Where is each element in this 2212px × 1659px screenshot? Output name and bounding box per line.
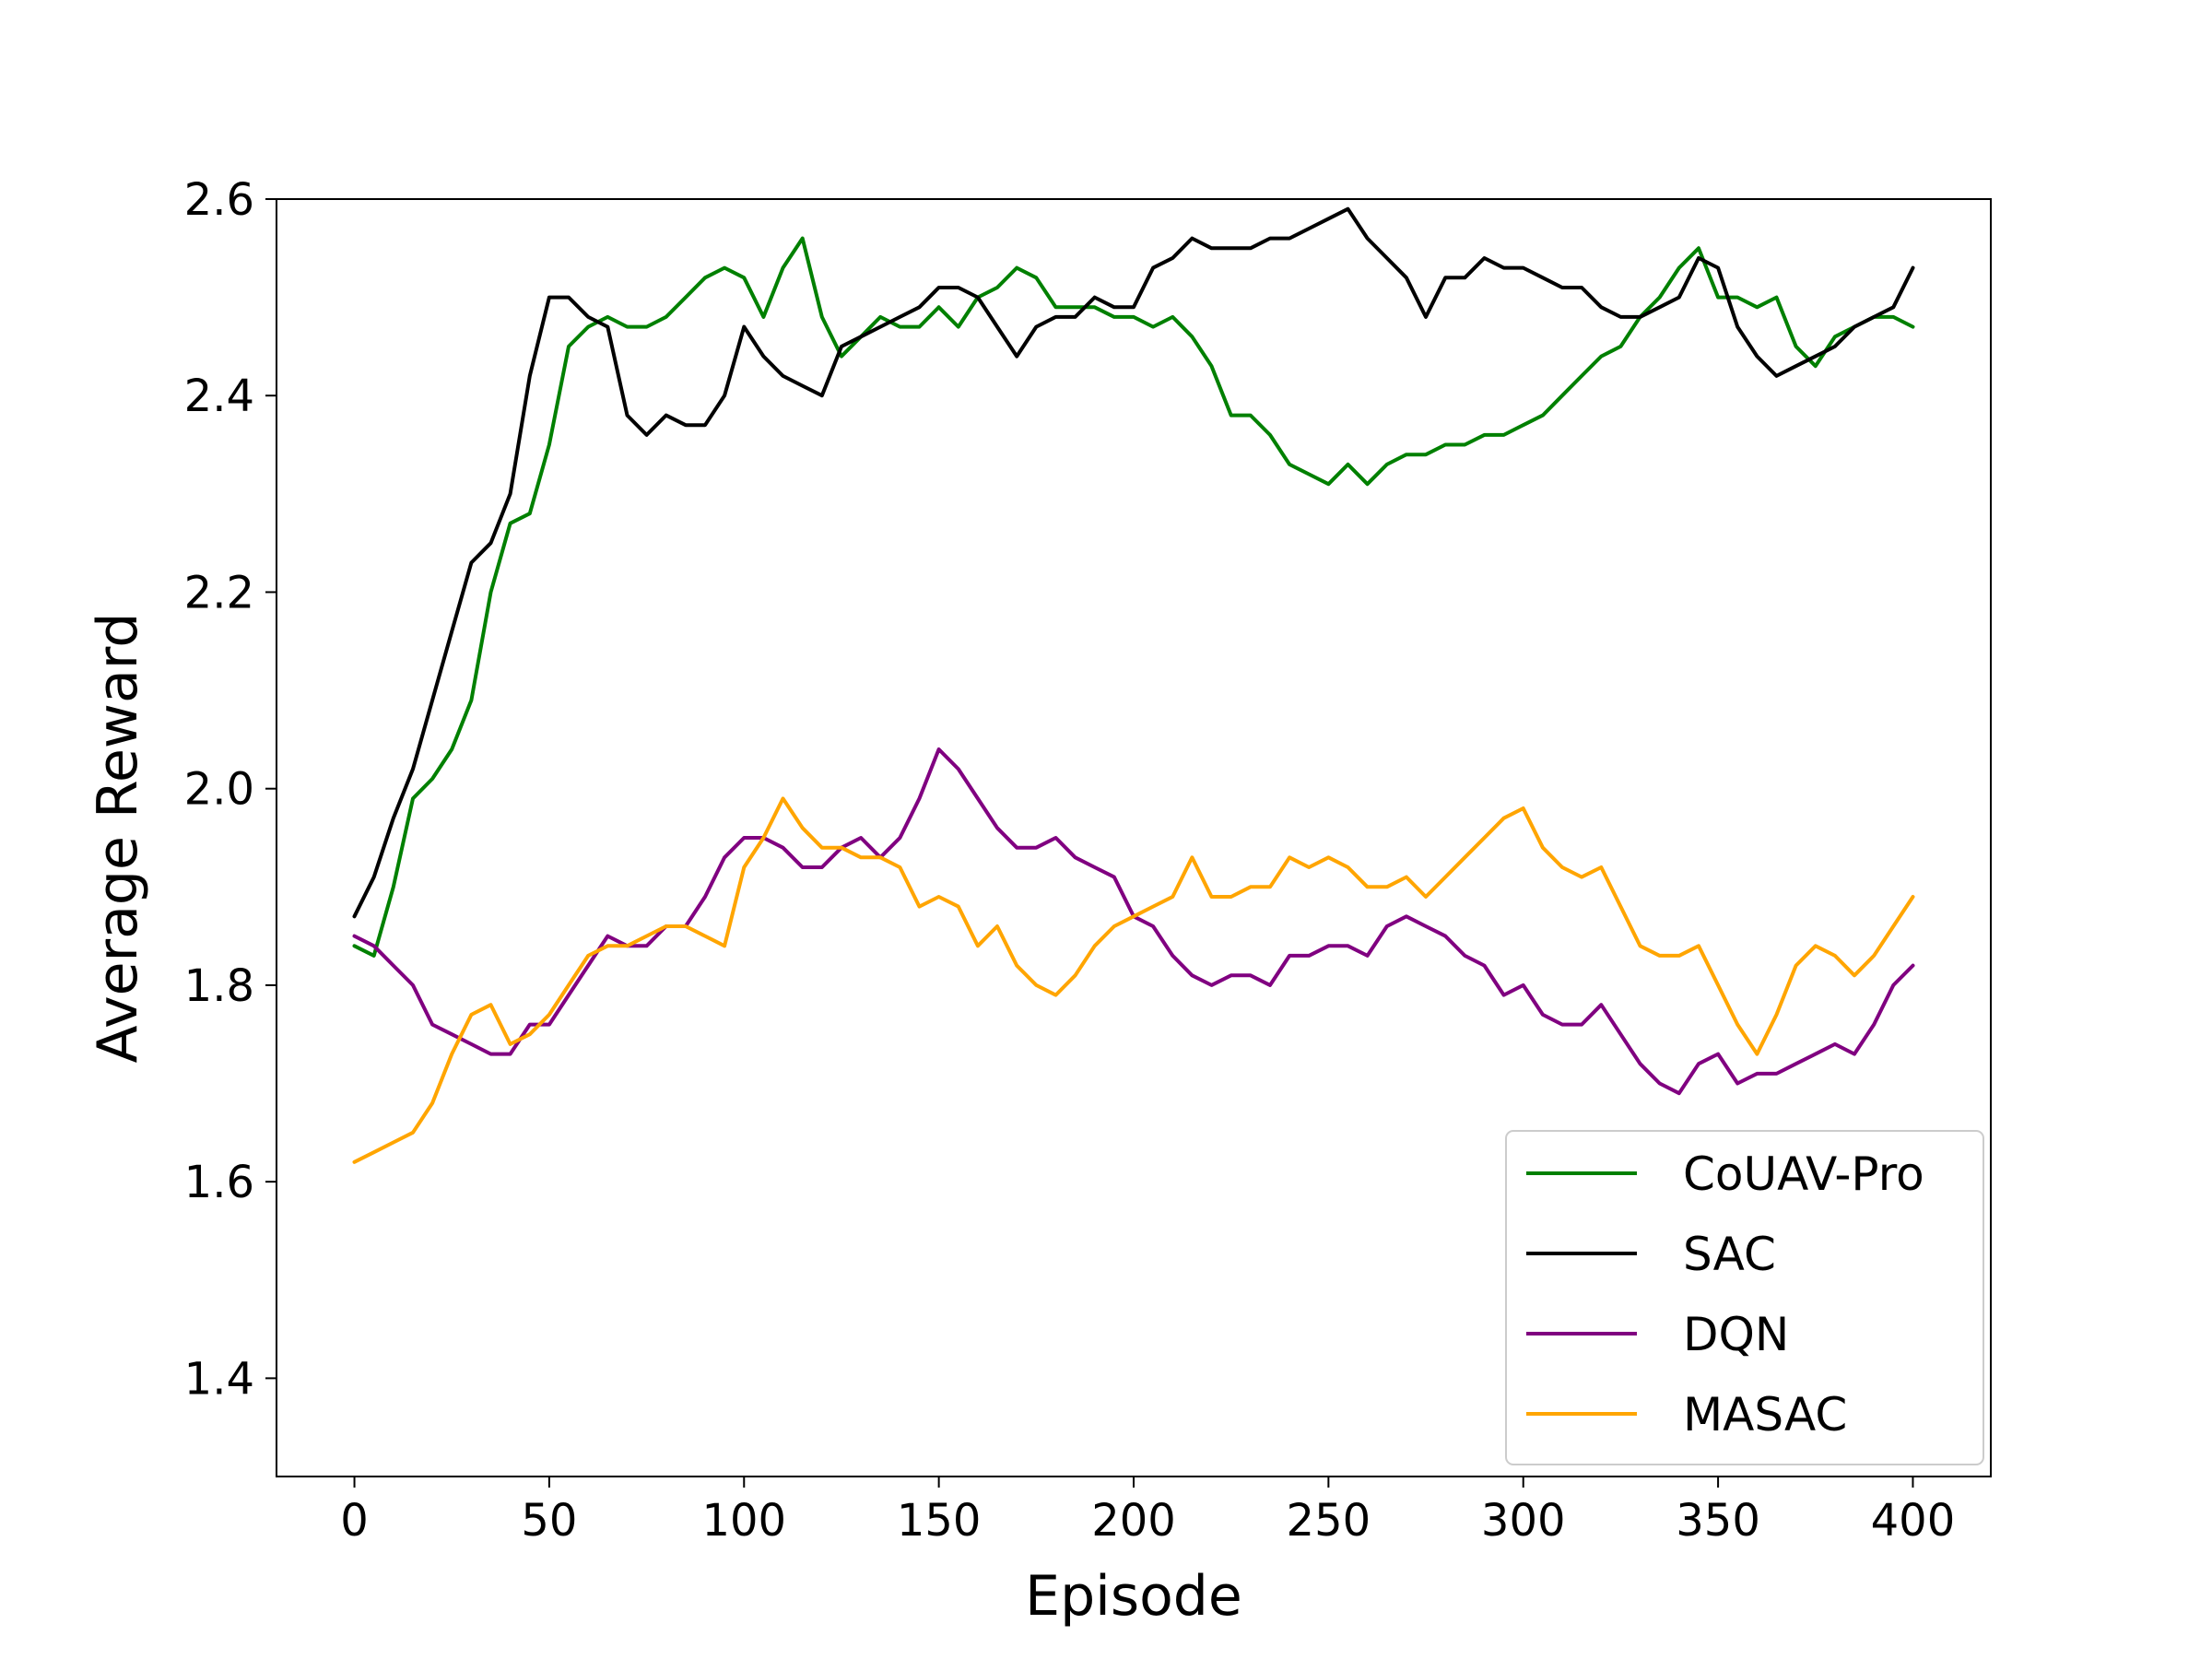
y-tick-label: 2.6 xyxy=(184,174,254,226)
x-axis-label: Episode xyxy=(1025,1564,1242,1629)
x-axis: 0 50 100 150 200 250 300 350 400 xyxy=(340,1477,1955,1547)
x-tick-label: 350 xyxy=(1676,1495,1760,1547)
series-lines xyxy=(352,206,1915,1164)
y-tick-label: 2.0 xyxy=(184,764,254,816)
x-tick-label: 50 xyxy=(521,1495,577,1547)
y-tick-label: 1.6 xyxy=(184,1157,254,1208)
series-line-masac xyxy=(352,796,1915,1164)
series-line-sac xyxy=(352,206,1915,919)
legend-label-masac: MASAC xyxy=(1683,1388,1847,1441)
x-tick-label: 150 xyxy=(897,1495,982,1547)
legend-box xyxy=(1505,1130,1984,1465)
legend-label-sac: SAC xyxy=(1683,1228,1776,1281)
legend-label-dqn: DQN xyxy=(1683,1308,1789,1361)
legend-label-couav-pro: CoUAV-Pro xyxy=(1683,1147,1924,1201)
y-axis-label: Average Reward xyxy=(86,613,150,1064)
x-tick-label: 0 xyxy=(340,1495,369,1547)
x-tick-label: 100 xyxy=(701,1495,786,1547)
x-tick-label: 300 xyxy=(1481,1495,1566,1547)
x-tick-label: 400 xyxy=(1871,1495,1956,1547)
x-tick-label: 250 xyxy=(1287,1495,1371,1547)
y-axis: 1.4 1.6 1.8 2.0 2.2 2.4 2.6 xyxy=(184,174,276,1405)
y-tick-label: 1.4 xyxy=(184,1353,254,1405)
y-tick-label: 2.2 xyxy=(184,567,254,618)
y-tick-label: 1.8 xyxy=(184,960,254,1012)
series-line-couav-pro xyxy=(352,236,1915,958)
y-tick-label: 2.4 xyxy=(184,371,254,422)
x-tick-label: 200 xyxy=(1091,1495,1176,1547)
legend: CoUAV-Pro SAC DQN MASAC xyxy=(1505,1130,1984,1465)
